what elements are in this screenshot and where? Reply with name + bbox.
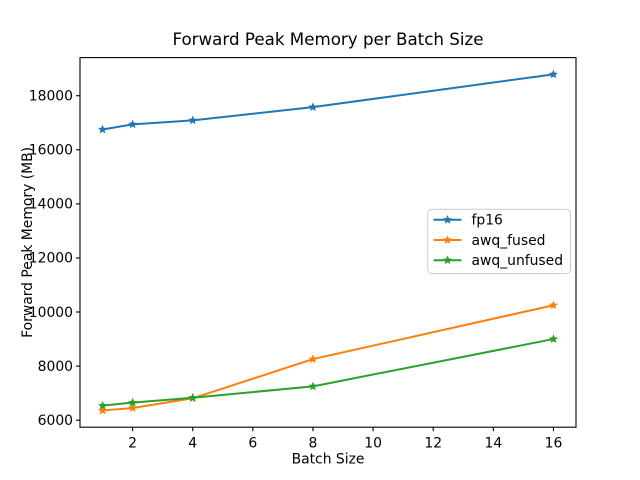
data-point-awq_unfused-x8 bbox=[308, 381, 318, 391]
legend-entry-fp16: fp16 bbox=[433, 213, 503, 229]
legend-marker-awq_fused bbox=[442, 235, 453, 244]
series-awq_unfused bbox=[97, 334, 559, 410]
data-point-awq_fused-x2 bbox=[128, 403, 138, 412]
y-tick-label-6000: 6000 bbox=[38, 413, 73, 429]
data-point-awq_fused-x16 bbox=[548, 300, 559, 310]
x-tick-label-14: 14 bbox=[484, 436, 502, 452]
data-point-awq_unfused-x16 bbox=[548, 334, 559, 343]
y-tick-label-14000: 14000 bbox=[29, 197, 73, 213]
x-tick-label-16: 16 bbox=[545, 436, 563, 452]
y-tick-label-12000: 12000 bbox=[29, 251, 73, 267]
data-point-fp16-x16 bbox=[548, 69, 559, 79]
data-point-awq_fused-x8 bbox=[308, 354, 318, 363]
data-point-awq_unfused-x2 bbox=[128, 397, 138, 407]
x-tick-label-6: 6 bbox=[248, 436, 257, 452]
data-point-fp16-x2 bbox=[128, 119, 138, 129]
data-point-fp16-x8 bbox=[308, 102, 318, 111]
x-tick-label-4: 4 bbox=[188, 436, 197, 452]
axes-spines bbox=[79, 57, 577, 428]
x-axis-label: Batch Size bbox=[292, 452, 365, 468]
x-tick-label-12: 12 bbox=[424, 436, 442, 452]
data-point-fp16-x4 bbox=[188, 115, 198, 125]
series-fp16 bbox=[97, 69, 559, 134]
legend-entry-awq_unfused: awq_unfused bbox=[433, 253, 564, 269]
x-tick-label-10: 10 bbox=[364, 436, 382, 452]
data-point-awq_unfused-x1 bbox=[97, 400, 108, 410]
legend-label-fp16: fp16 bbox=[472, 213, 503, 229]
series-line-awq_fused bbox=[101, 304, 555, 412]
y-axis-label: Forward Peak Memory (MB) bbox=[20, 147, 36, 338]
legend-label-awq_fused: awq_fused bbox=[472, 233, 546, 249]
legend-box bbox=[427, 208, 572, 274]
data-point-fp16-x1 bbox=[97, 124, 108, 134]
y-tick-label-16000: 16000 bbox=[29, 143, 73, 159]
legend: fp16 awq_fused awq_unfused bbox=[427, 208, 572, 274]
series-line-awq_unfused bbox=[101, 338, 555, 407]
legend-marker-fp16 bbox=[442, 215, 453, 224]
data-point-awq_fused-x1 bbox=[97, 405, 108, 415]
x-tick-label-8: 8 bbox=[309, 436, 318, 452]
plot-area: 2 4 6 8 10 12 14 16 6000 8000 10000 12000 14000 16000… bbox=[29, 57, 577, 452]
legend-marker-awq_unfused bbox=[442, 255, 453, 265]
data-point-awq_unfused-x4 bbox=[188, 392, 198, 402]
chart-title: Forward Peak Memory per Batch Size bbox=[172, 29, 483, 49]
y-tick-label-18000: 18000 bbox=[29, 89, 73, 105]
y-tick-label-10000: 10000 bbox=[29, 305, 73, 321]
series-awq_fused bbox=[97, 300, 559, 415]
series-line-fp16 bbox=[101, 73, 555, 131]
x-tick-label-2: 2 bbox=[128, 436, 137, 452]
legend-label-awq_unfused: awq_unfused bbox=[472, 253, 564, 269]
y-tick-label-8000: 8000 bbox=[38, 359, 73, 375]
legend-entry-awq_fused: awq_fused bbox=[433, 233, 546, 249]
